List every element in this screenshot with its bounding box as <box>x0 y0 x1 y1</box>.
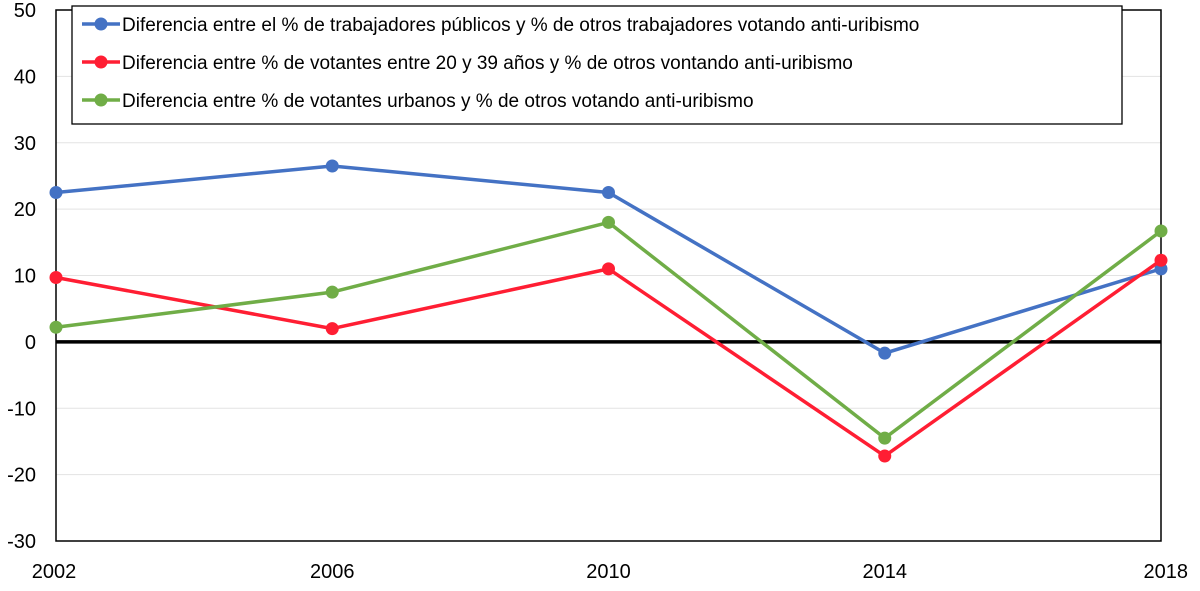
legend-entry: Diferencia entre el % de trabajadores pú… <box>82 15 919 36</box>
series-1 <box>49 159 1168 360</box>
data-point <box>325 159 339 173</box>
y-tick-label: -10 <box>7 398 36 420</box>
legend-entry: Diferencia entre % de votantes urbanos y… <box>82 91 754 112</box>
series-2 <box>49 253 1168 463</box>
data-point <box>49 270 63 284</box>
y-tick-label: 0 <box>25 332 36 354</box>
x-tick-label: 2014 <box>863 561 908 583</box>
data-point <box>602 186 615 200</box>
y-tick-label: -20 <box>7 465 36 487</box>
series-3 <box>49 215 1168 445</box>
x-tick-label: 2018 <box>1144 561 1189 583</box>
legend-label: Diferencia entre % de votantes entre 20 … <box>122 53 853 74</box>
legend-label: Diferencia entre el % de trabajadores pú… <box>122 15 919 36</box>
x-tick-label: 2010 <box>586 561 631 583</box>
y-tick-label: 50 <box>14 0 36 22</box>
x-tick-label: 2006 <box>310 561 355 583</box>
legend-swatch-marker <box>94 17 108 31</box>
y-tick-label: 30 <box>14 133 36 155</box>
data-point <box>878 431 892 445</box>
data-point <box>1154 224 1168 238</box>
x-tick-label: 2002 <box>32 561 77 583</box>
y-axis-tick-labels: -30 -20 -10 0 10 20 30 40 50 <box>7 0 36 553</box>
x-axis-tick-labels: 2002 2006 2010 2014 2018 <box>32 561 1188 583</box>
y-tick-label: -30 <box>7 531 36 553</box>
series-line <box>55 258 1163 458</box>
data-point <box>602 262 615 276</box>
data-point <box>49 186 63 200</box>
y-tick-label: 40 <box>14 66 36 88</box>
legend-label: Diferencia entre % de votantes urbanos y… <box>122 91 754 112</box>
legend-swatch-marker <box>94 55 108 69</box>
data-point <box>325 322 339 336</box>
data-point <box>602 215 615 229</box>
data-point <box>1154 253 1168 267</box>
data-point <box>49 320 63 334</box>
legend-swatch-marker <box>94 93 108 107</box>
y-tick-label: 20 <box>14 199 36 221</box>
legend-box <box>71 5 1123 125</box>
legend: Diferencia entre el % de trabajadores pú… <box>71 5 1123 125</box>
grid-lines <box>56 75 1161 476</box>
data-point <box>878 449 892 463</box>
legend-entry: Diferencia entre % de votantes entre 20 … <box>82 53 853 74</box>
series-group <box>49 159 1168 463</box>
y-tick-label: 10 <box>14 266 36 288</box>
series-line <box>55 220 1163 440</box>
data-point <box>878 346 892 360</box>
data-point <box>325 285 339 299</box>
